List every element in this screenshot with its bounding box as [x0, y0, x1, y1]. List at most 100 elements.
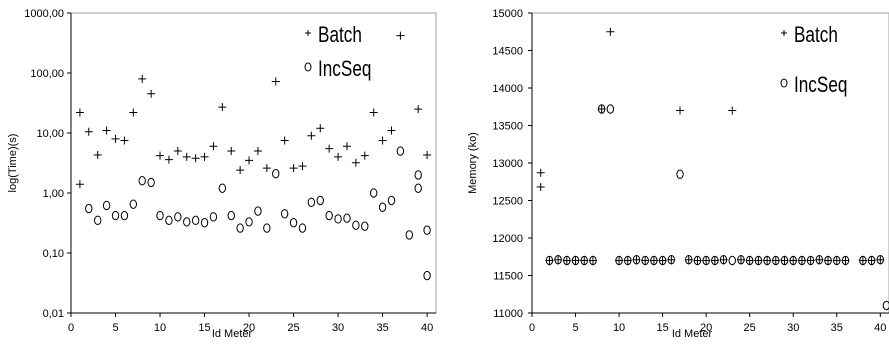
legend-label: Batch: [318, 23, 362, 48]
batch-point: [876, 255, 885, 264]
batch-point: [867, 256, 876, 265]
x-tick-label: 15: [198, 322, 210, 334]
batch-point: [289, 164, 298, 173]
batch-point: [824, 256, 833, 265]
x-tick-label: 0: [529, 322, 535, 334]
batch-point: [378, 136, 387, 145]
batch-point: [182, 152, 191, 161]
incseq-point: [280, 209, 289, 219]
incseq-point: [352, 220, 360, 230]
incseq-point: [94, 215, 102, 226]
y-tick-label: 1000,00: [24, 8, 64, 20]
batch-point: [754, 256, 763, 265]
incseq-point: [111, 210, 120, 221]
incseq-point: [414, 170, 422, 180]
batch-point: [200, 152, 209, 161]
plot-frame: [531, 12, 889, 314]
batch-point: [658, 256, 667, 265]
incseq-point: [867, 255, 876, 266]
batch-point: [423, 150, 432, 159]
incseq-point: [806, 255, 815, 266]
batch-point: [262, 164, 271, 173]
series-incseq: [545, 104, 889, 311]
x-tick-label: 40: [874, 322, 886, 334]
x-tick-label: 20: [243, 322, 255, 334]
incseq-point: [236, 223, 244, 233]
batch-point: [334, 152, 343, 161]
legend-marker-batch: [781, 30, 787, 36]
batch-point: [684, 255, 693, 264]
batch-point: [728, 106, 737, 115]
incseq-point: [263, 223, 271, 233]
y-tick-label: 0,10: [43, 248, 64, 260]
batch-point: [147, 89, 156, 98]
y-axis-label: Memory (ko): [467, 132, 479, 194]
incseq-point: [745, 255, 754, 266]
batch-point: [763, 256, 772, 265]
batch-point: [191, 154, 200, 163]
y-tick-label: 100,00: [30, 68, 64, 80]
x-tick-label: 30: [787, 322, 799, 334]
x-tick-label: 30: [332, 322, 344, 334]
batch-point: [75, 108, 84, 117]
batch-point: [641, 256, 650, 265]
incseq-point: [641, 255, 649, 266]
incseq-point: [563, 255, 571, 266]
incseq-point: [343, 213, 351, 223]
batch-point: [832, 256, 841, 265]
x-tick-label: 5: [112, 322, 118, 334]
incseq-point: [200, 217, 209, 228]
legend-label: IncSeq: [794, 73, 847, 98]
batch-point: [307, 131, 316, 140]
incseq-point: [841, 255, 850, 266]
incseq-point: [876, 255, 884, 265]
incseq-point: [245, 217, 253, 227]
y-tick-label: 15000: [492, 8, 523, 20]
incseq-point: [85, 203, 93, 214]
legend: Batch IncSeq: [780, 23, 847, 98]
y-tick-label: 11500: [493, 271, 523, 283]
x-axis-label: Id Meter: [672, 328, 713, 340]
batch-point: [649, 256, 658, 265]
incseq-point: [369, 188, 378, 198]
batch-point: [736, 255, 745, 264]
series-batch: [75, 31, 432, 189]
batch-point: [562, 256, 571, 265]
batch-point: [129, 108, 138, 117]
x-tick-label: 0: [68, 322, 74, 334]
incseq-point: [272, 168, 280, 179]
batch-point: [218, 103, 227, 112]
x-tick-label: 25: [744, 322, 756, 334]
incseq-point: [289, 217, 298, 228]
incseq-point: [815, 255, 824, 265]
incseq-point: [589, 255, 597, 266]
y-tick-label: 12000: [492, 233, 523, 245]
x-tick-label: 15: [656, 322, 668, 334]
batch-point: [227, 147, 236, 156]
incseq-point: [702, 255, 710, 266]
y-tick-label: 1,00: [43, 188, 64, 200]
batch-point: [387, 126, 396, 135]
series-incseq: [85, 146, 431, 281]
y-tick-label: 10,00: [36, 128, 64, 140]
incseq-point: [325, 210, 333, 221]
incseq-point: [423, 225, 431, 235]
batch-point: [280, 136, 289, 145]
batch-point: [632, 255, 641, 264]
legend-marker-incseq: [780, 78, 788, 88]
batch-point: [571, 256, 580, 265]
incseq-point: [334, 214, 342, 224]
incseq-point: [174, 212, 182, 222]
incseq-point: [209, 212, 218, 222]
incseq-point: [414, 183, 422, 193]
incseq-point: [772, 255, 780, 266]
batch-point: [325, 144, 334, 153]
batch-point: [545, 256, 554, 265]
legend-marker-batch: [305, 30, 311, 36]
y-tick-label: 14000: [492, 83, 523, 95]
x-tick-label: 35: [376, 322, 388, 334]
batch-point: [298, 162, 307, 171]
batch-point: [858, 256, 867, 265]
incseq-point: [120, 210, 129, 221]
